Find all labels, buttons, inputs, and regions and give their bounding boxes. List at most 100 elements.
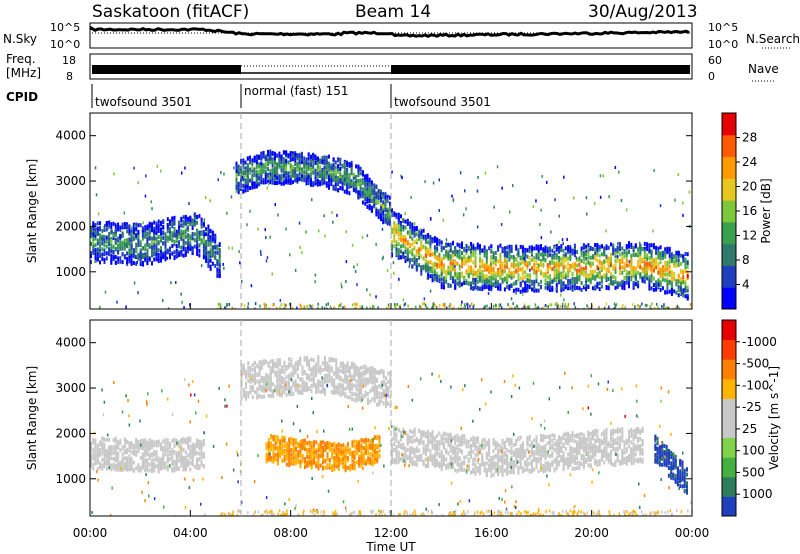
power-cell xyxy=(114,228,117,232)
velocity-cell xyxy=(123,456,126,461)
power-cell xyxy=(567,261,570,266)
power-cell xyxy=(598,247,601,252)
power-cell xyxy=(164,246,167,251)
power-cell xyxy=(386,306,388,309)
power-cell xyxy=(436,242,439,247)
velocity-cell xyxy=(90,457,92,461)
power-cell xyxy=(246,188,249,192)
power-cell xyxy=(420,240,423,245)
power-cell xyxy=(196,230,199,235)
power-cell xyxy=(465,251,468,255)
velocity-cell xyxy=(148,453,151,458)
power-cell xyxy=(211,234,214,239)
power-cell xyxy=(343,165,346,170)
power-cell xyxy=(235,173,238,177)
colorbar-tick-label: 28 xyxy=(742,131,757,145)
power-cell xyxy=(260,180,263,185)
power-cell xyxy=(193,222,196,227)
power-cell xyxy=(549,260,551,265)
power-cell xyxy=(155,244,158,249)
power-cell xyxy=(393,212,396,217)
power-cell xyxy=(558,248,561,253)
power-cell xyxy=(458,249,461,253)
power-cell xyxy=(323,180,326,185)
power-cell xyxy=(544,245,547,250)
power-cell xyxy=(628,275,630,280)
power-cell xyxy=(554,198,556,202)
power-cell xyxy=(245,184,248,188)
power-cell xyxy=(628,284,630,288)
power-cell xyxy=(136,260,138,264)
power-cell xyxy=(258,154,261,159)
velocity-cell xyxy=(114,446,117,451)
power-cell xyxy=(556,305,559,309)
power-cell xyxy=(668,279,671,284)
power-cell xyxy=(605,254,608,259)
power-cell xyxy=(479,286,481,291)
velocity-cell xyxy=(187,438,190,443)
power-cell xyxy=(512,271,515,276)
power-cell xyxy=(135,222,138,227)
power-cell xyxy=(508,250,511,255)
power-cell xyxy=(615,304,617,308)
power-cell xyxy=(307,167,310,171)
power-cell xyxy=(265,259,268,263)
power-cell xyxy=(114,246,117,251)
power-cell xyxy=(123,254,126,259)
power-cell xyxy=(395,240,398,245)
velocity-cell xyxy=(103,446,106,451)
power-cell xyxy=(460,307,462,309)
power-cell xyxy=(364,201,367,206)
power-cell xyxy=(665,305,668,309)
velocity-cell xyxy=(193,444,196,449)
velocity-cell xyxy=(240,366,243,371)
power-cell xyxy=(431,276,434,281)
velocity-cell xyxy=(155,442,158,447)
power-cell xyxy=(202,247,205,251)
power-cell xyxy=(670,252,673,257)
power-cell xyxy=(294,162,297,166)
power-cell xyxy=(164,251,167,256)
velocity-cell xyxy=(151,439,153,444)
power-cell xyxy=(512,263,515,268)
power-cell xyxy=(125,239,127,243)
power-cell xyxy=(155,231,158,236)
velocity-cell xyxy=(171,466,174,471)
power-cell xyxy=(182,253,185,258)
velocity-cell xyxy=(141,444,144,449)
power-cell xyxy=(305,157,308,162)
power-cell xyxy=(625,208,628,212)
power-cell xyxy=(576,280,579,285)
power-cell xyxy=(400,228,402,233)
power-cell xyxy=(353,265,355,269)
velocity-cell xyxy=(160,444,162,449)
power-cell xyxy=(343,189,346,194)
power-cell xyxy=(205,259,208,263)
power-cell xyxy=(162,230,165,235)
power-cell xyxy=(386,211,389,216)
power-cell xyxy=(164,244,167,249)
power-cell xyxy=(494,274,497,279)
velocity-cell xyxy=(157,459,160,464)
power-cell xyxy=(689,303,692,306)
power-cell xyxy=(419,228,421,232)
power-cell xyxy=(464,307,466,309)
power-cell xyxy=(346,183,349,188)
power-cell xyxy=(128,229,131,234)
power-cell xyxy=(321,177,324,182)
power-cell xyxy=(92,240,95,245)
power-cell xyxy=(521,260,524,265)
velocity-cell xyxy=(128,445,131,450)
power-cell xyxy=(499,243,502,248)
power-cell xyxy=(282,150,285,155)
power-cell xyxy=(337,169,340,174)
power-cell xyxy=(99,250,101,255)
power-cell xyxy=(540,236,543,240)
power-cell xyxy=(506,252,509,257)
power-cell xyxy=(485,262,488,267)
power-cell xyxy=(386,208,389,213)
power-cell xyxy=(492,251,495,256)
power-cell xyxy=(333,307,335,309)
velocity-cell xyxy=(169,456,171,461)
power-cell xyxy=(657,252,660,257)
